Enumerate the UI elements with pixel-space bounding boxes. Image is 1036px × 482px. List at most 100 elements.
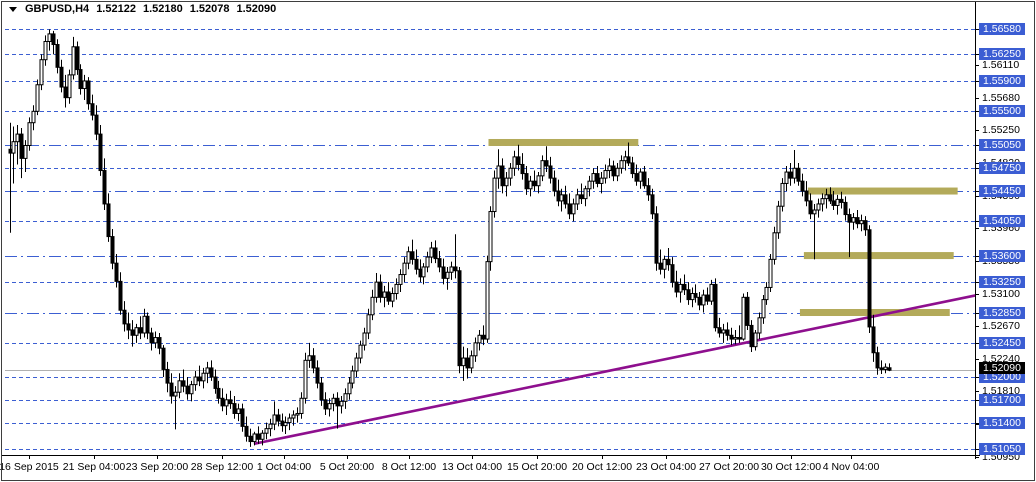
price-axis-label: 1.54450 [979,185,1025,198]
sr-zone[interactable] [807,187,958,195]
candle-body [291,414,296,419]
time-axis-label: 8 Oct 12:00 [381,461,437,473]
candle [717,317,722,338]
candle-body [524,173,529,190]
sr-zone[interactable] [488,138,639,146]
title-bar: GBPUSD,H4 1.52122 1.52180 1.52078 1.5209… [9,3,276,15]
candle-body [295,412,300,416]
candle-body [303,359,308,399]
candle-body [441,266,446,279]
candle [23,140,28,173]
candle-body [339,400,344,407]
candle-body [867,229,872,328]
trendline[interactable] [253,294,976,446]
candle [686,282,691,305]
candle [587,175,592,197]
candle-body [630,162,635,175]
candle-body [733,337,738,340]
price-axis-label: 1.51700 [979,393,1025,406]
symbol-dropdown-icon[interactable] [9,6,17,12]
candle-body [595,173,600,184]
candle-body [138,327,143,334]
candle-body [670,264,675,283]
candle [524,165,529,195]
candle-body [772,232,777,260]
candle [741,293,746,341]
candle [544,146,549,173]
candle-body [94,114,99,135]
candle-body [847,214,852,223]
candle [197,365,202,387]
candle [619,155,624,174]
candle-body [508,167,513,179]
candle [220,388,225,412]
candle-body [366,314,371,334]
candle [94,105,99,141]
candle [374,273,379,303]
candle-body [496,165,501,179]
candle [165,361,170,393]
candle [43,35,48,66]
candle [98,124,103,176]
candle [567,193,572,220]
symbol-title: GBPUSD,H4 [25,3,90,15]
time-axis-label: 21 Sep 04:00 [62,461,126,473]
candle-body [244,425,249,437]
candle-body [469,355,474,369]
candle [457,266,462,374]
candle-body [737,337,742,340]
candle-body [457,270,462,367]
candle-body [149,332,154,344]
candle [437,251,442,273]
sr-zone[interactable] [803,252,954,260]
candle-body [485,261,490,340]
candle [110,228,115,270]
candle-body [548,165,553,179]
candle [213,369,218,394]
quote-open: 1.52122 [96,3,136,15]
candle-body [749,324,754,348]
candle-body [768,258,773,288]
candle [315,360,320,389]
candle-body [619,160,624,169]
candle-body [153,337,158,344]
candle [390,287,395,308]
candle-body [796,167,801,182]
candle [122,301,127,332]
candle [749,320,754,352]
candle-body [19,133,24,159]
candle-body [887,367,892,371]
candle-body [839,198,844,203]
candle-body [729,334,734,340]
candle [311,348,316,374]
price-axis-label: 1.55500 [979,105,1025,118]
candle [82,74,87,100]
candle-body [780,182,785,207]
candle-body [863,220,868,231]
candle [453,234,458,279]
candle-body [315,367,320,384]
quote-high: 1.52180 [142,3,183,15]
candle [153,331,158,349]
candle [571,198,576,222]
sr-zone[interactable] [799,309,950,317]
candle [189,380,194,402]
candle [492,170,497,218]
candle-body [106,203,111,238]
candle-body [23,144,28,159]
candle-body [879,367,884,370]
candle-body [216,387,221,399]
candle-body [283,422,288,427]
candle [697,292,702,311]
candle-body [500,165,505,187]
candle [145,312,150,340]
candle-body [307,355,312,361]
candle [835,194,840,215]
candle [461,346,466,381]
price-axis-label: 1.53600 [979,249,1025,262]
candle-body [347,382,352,395]
candle-body [31,110,36,124]
candle-body [571,203,576,215]
candle-body [299,397,304,414]
